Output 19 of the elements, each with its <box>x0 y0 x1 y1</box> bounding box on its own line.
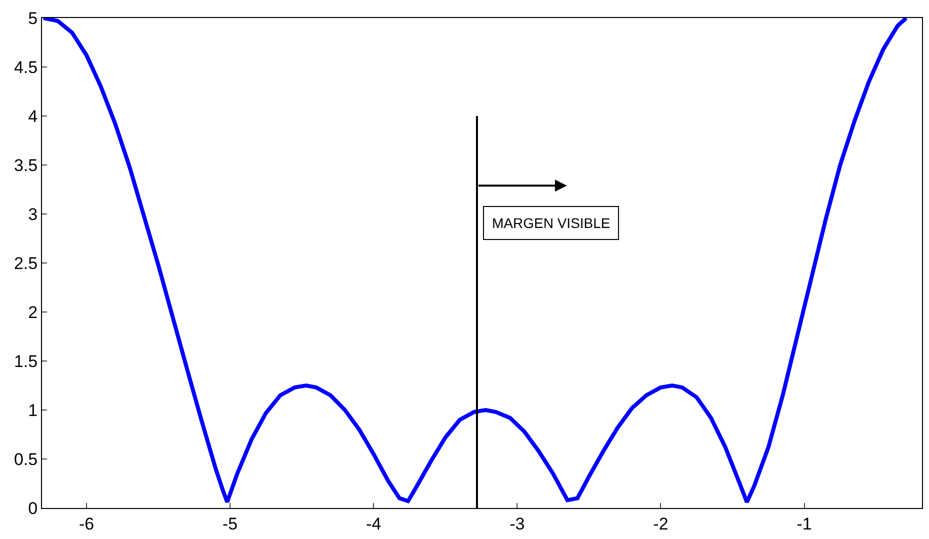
x-tick-label: -5 <box>222 514 238 534</box>
y-tick-label: 0.5 <box>14 450 38 469</box>
x-tick-label: -3 <box>510 514 525 534</box>
y-tick-label: 4 <box>28 106 38 126</box>
y-tick-label: 4.5 <box>14 58 38 77</box>
y-tick-label: 1 <box>28 400 38 420</box>
y-tick-label: 1.5 <box>14 352 38 371</box>
x-tick-label: -1 <box>796 514 812 534</box>
line-series <box>42 18 908 504</box>
y-tick-label: 2 <box>28 302 38 322</box>
x-tick-label: -4 <box>366 514 382 534</box>
y-tick-label: 0 <box>28 498 38 518</box>
y-tick-label: 3 <box>28 204 38 224</box>
y-tick-label: 3.5 <box>14 156 38 175</box>
y-tick-label: 2.5 <box>14 254 38 273</box>
x-tick-label: -6 <box>78 514 94 534</box>
x-tick-label: -2 <box>653 514 668 534</box>
y-tick-label: 5 <box>28 8 38 28</box>
annotation: MARGEN VISIBLE <box>492 215 610 231</box>
